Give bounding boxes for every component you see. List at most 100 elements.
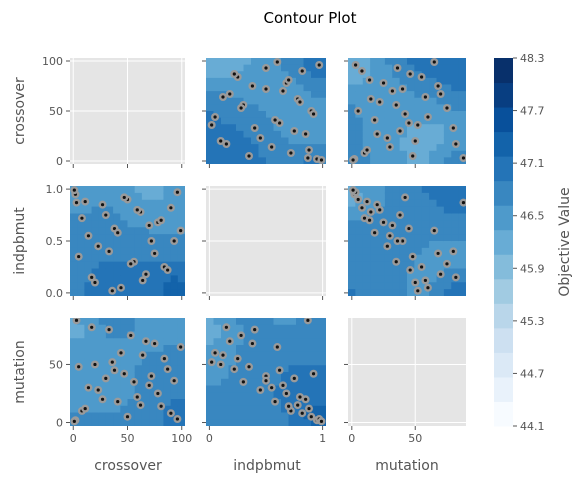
contour-cell (281, 331, 290, 339)
contour-cell (206, 150, 215, 158)
trial-point (213, 351, 217, 355)
contour-cell (392, 77, 401, 86)
contour-cell (429, 254, 438, 263)
contour-cell (303, 71, 312, 79)
contour-cell (266, 345, 275, 353)
contour-cell (228, 392, 237, 400)
contour-cell (273, 130, 282, 139)
contour-cell (399, 144, 408, 152)
contour-cell (362, 220, 371, 228)
trial-point (298, 100, 302, 104)
contour-cell (436, 192, 445, 201)
contour-cell (213, 372, 222, 380)
contour-cell (392, 150, 401, 158)
contour-cell (91, 351, 100, 360)
contour-cell (170, 372, 179, 380)
contour-cell (149, 213, 157, 221)
contour-cell (120, 206, 129, 215)
contour-cell (236, 392, 245, 400)
contour-cell (273, 104, 282, 112)
contour-cell (141, 227, 150, 235)
contour-cell (258, 351, 267, 360)
contour-cell (384, 84, 393, 92)
contour-cell (77, 268, 85, 276)
contour-cell (206, 58, 215, 66)
contour-cell (84, 331, 93, 339)
contour-cell (221, 345, 230, 353)
contour-cell (348, 104, 356, 112)
contour-cell (370, 282, 379, 290)
contour-cell (288, 331, 297, 339)
contour-cell (91, 213, 100, 221)
contour-cell (370, 150, 379, 158)
contour-cell (443, 254, 452, 263)
trial-point (132, 380, 136, 384)
contour-cell (458, 64, 466, 72)
contour-cell (70, 351, 78, 360)
contour-cell (311, 137, 320, 145)
trial-point (388, 145, 392, 149)
contour-cell (127, 289, 136, 296)
contour-cell (134, 351, 143, 360)
trial-point (369, 210, 373, 214)
contour-cell (170, 254, 179, 263)
contour-cell (91, 199, 100, 208)
colorbar-tick-label: 44.1 (520, 420, 545, 433)
contour-cell (281, 318, 290, 326)
contour-cell (399, 199, 408, 208)
contour-cell (177, 385, 185, 393)
contour-cell (421, 124, 430, 132)
contour-cell (221, 117, 230, 125)
contour-cell (443, 117, 452, 125)
contour-cell (134, 213, 143, 221)
contour-cell (384, 157, 393, 164)
contour-cell (266, 111, 275, 119)
contour-cell (436, 111, 445, 119)
trial-point (172, 379, 176, 383)
y-tick-label: 50 (49, 358, 63, 371)
contour-cell (288, 77, 297, 86)
trial-point (413, 280, 417, 285)
contour-cell (399, 157, 408, 164)
contour-cell (77, 324, 85, 333)
trial-point (426, 286, 430, 290)
trial-point (175, 190, 180, 194)
contour-cell (163, 324, 172, 333)
contour-cell (251, 130, 260, 139)
contour-cell (384, 124, 393, 132)
contour-cell (266, 58, 275, 66)
contour-cell (251, 331, 260, 339)
contour-cell (421, 186, 430, 194)
contour-cell (318, 64, 326, 72)
contour-cell (236, 324, 245, 333)
contour-cell (251, 144, 260, 152)
contour-cell (421, 84, 430, 92)
contour-cell (384, 150, 393, 158)
x-axis-labels: crossover indpbmut mutation (94, 458, 438, 474)
contour-cell (429, 71, 438, 79)
contour-cell (221, 405, 230, 414)
contour-cell (436, 104, 445, 112)
contour-cell (98, 405, 107, 414)
contour-cell (311, 331, 320, 339)
trial-point (159, 404, 163, 408)
trial-point (388, 234, 392, 238)
contour-cell (149, 282, 157, 290)
contour-cell (296, 419, 305, 426)
contour-cell (436, 199, 445, 208)
contour-cell (296, 104, 305, 112)
contour-cell (377, 268, 386, 276)
contour-cell (399, 64, 408, 72)
contour-cell (318, 365, 326, 373)
contour-cell (451, 282, 460, 290)
contour-cell (429, 157, 438, 164)
trial-point (83, 406, 87, 411)
contour-cell (213, 91, 222, 99)
contour-cell (70, 241, 78, 249)
contour-cell (134, 268, 143, 276)
contour-cell (296, 365, 305, 373)
contour-cell (77, 358, 85, 366)
contour-cell (127, 247, 136, 256)
contour-cell (251, 97, 260, 105)
contour-cell (70, 331, 78, 339)
